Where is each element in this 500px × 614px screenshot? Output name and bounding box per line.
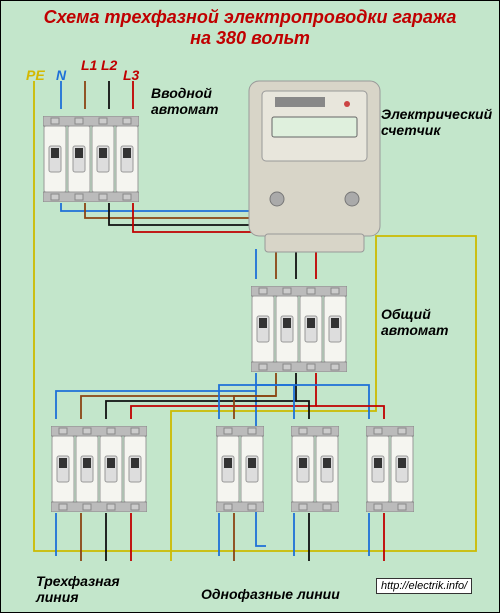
title-line-1: Схема трехфазной электропроводки гаража [44,7,457,27]
electric-meter [247,79,382,254]
single-phase-breaker-2 [291,426,339,506]
input-breaker [43,116,139,196]
terminal-pe: PE [26,67,45,83]
label-meter: Электрический счетчик [381,106,492,138]
title-line-2: на 380 вольт [190,28,310,48]
diagram-canvas: Схема трехфазной электропроводки гаража … [0,0,500,613]
common-breaker [251,286,347,366]
label-common-breaker: Общий автомат [381,306,448,338]
terminal-n: N [56,67,66,83]
terminal-l2: L2 [101,57,117,73]
label-input-breaker: Вводной автомат [151,85,218,117]
diagram-title: Схема трехфазной электропроводки гаража … [1,7,499,49]
three-phase-breaker [51,426,147,506]
source-url: http://electrik.info/ [376,578,472,594]
single-phase-breaker-1 [216,426,264,506]
label-single-phase: Однофазные линии [201,586,340,602]
terminal-l1: L1 [81,57,97,73]
single-phase-breaker-3 [366,426,414,506]
label-three-phase: Трехфазная линия [36,573,120,605]
terminal-l3: L3 [123,67,139,83]
